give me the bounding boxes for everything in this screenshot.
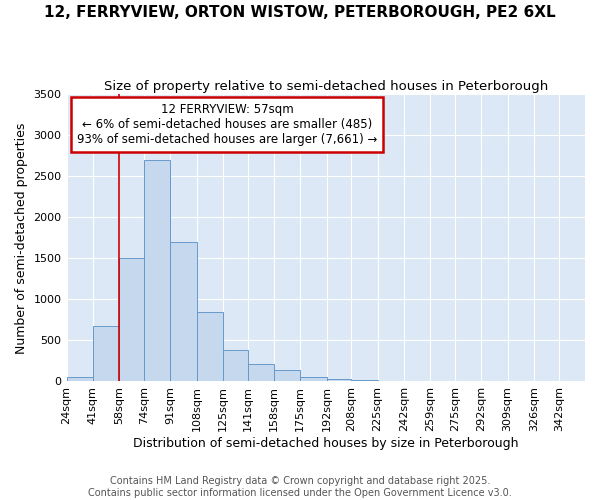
Bar	[223, 350, 248, 382]
Bar	[144, 160, 170, 382]
Bar	[67, 378, 93, 382]
Bar	[93, 326, 119, 382]
Text: 12 FERRYVIEW: 57sqm
← 6% of semi-detached houses are smaller (485)
93% of semi-d: 12 FERRYVIEW: 57sqm ← 6% of semi-detache…	[77, 103, 377, 146]
Bar	[274, 370, 300, 382]
Text: 12, FERRYVIEW, ORTON WISTOW, PETERBOROUGH, PE2 6XL: 12, FERRYVIEW, ORTON WISTOW, PETERBOROUG…	[44, 5, 556, 20]
Bar	[197, 312, 223, 382]
Bar	[119, 258, 144, 382]
Bar	[300, 376, 326, 382]
Bar	[170, 242, 197, 382]
Bar	[326, 379, 352, 382]
X-axis label: Distribution of semi-detached houses by size in Peterborough: Distribution of semi-detached houses by …	[133, 437, 518, 450]
Bar	[352, 380, 377, 382]
Bar	[248, 364, 274, 382]
Y-axis label: Number of semi-detached properties: Number of semi-detached properties	[15, 122, 28, 354]
Title: Size of property relative to semi-detached houses in Peterborough: Size of property relative to semi-detach…	[104, 80, 548, 93]
Text: Contains HM Land Registry data © Crown copyright and database right 2025.
Contai: Contains HM Land Registry data © Crown c…	[88, 476, 512, 498]
